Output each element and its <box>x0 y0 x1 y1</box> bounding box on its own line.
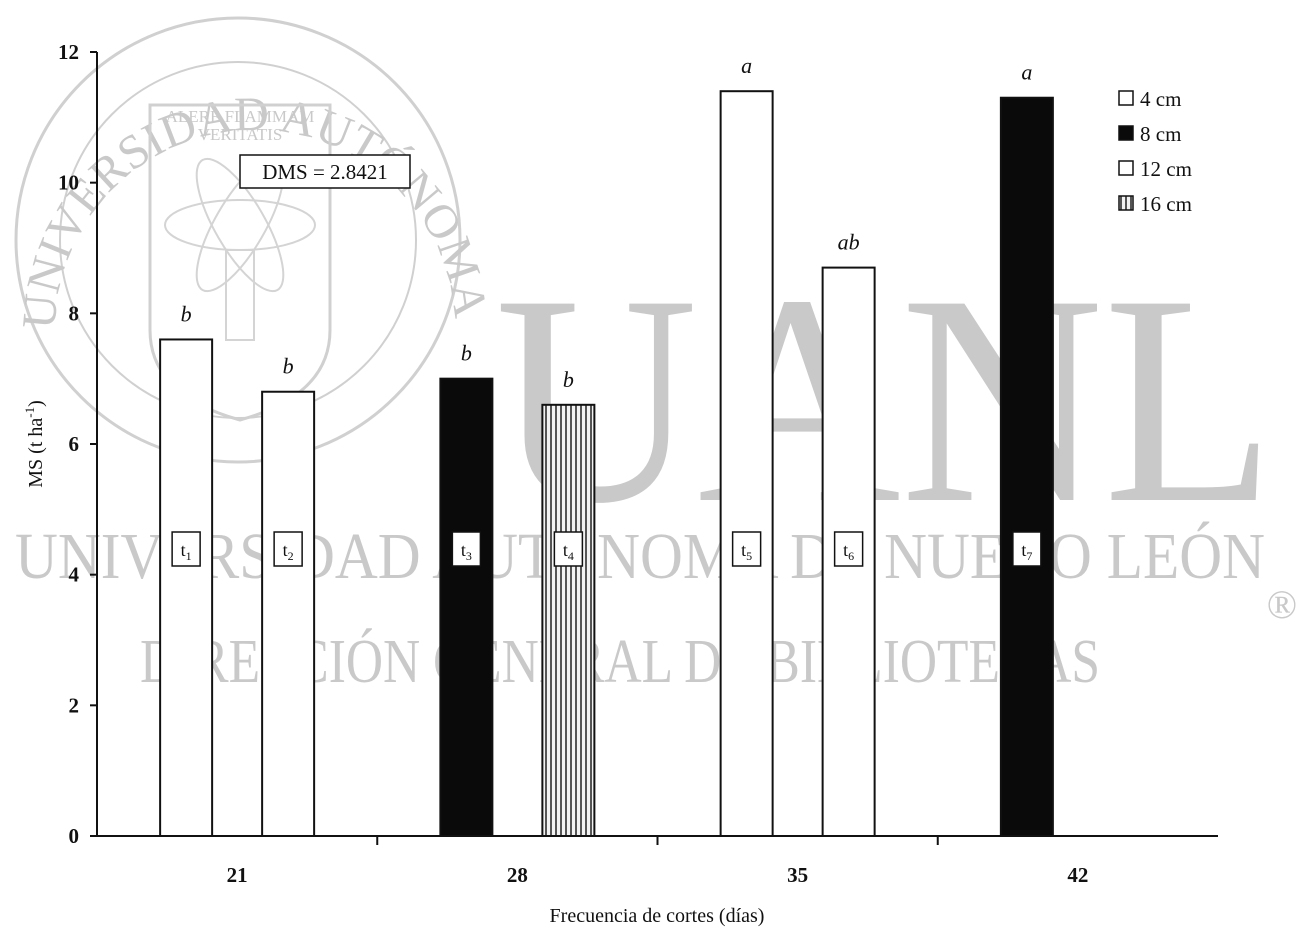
bar-treatment-label: t2 <box>283 540 294 563</box>
legend-label: 12 cm <box>1140 157 1192 181</box>
y-axis-title-superscript: -1 <box>22 407 37 418</box>
x-tick-label: 35 <box>787 863 808 887</box>
bar-significance-letter: b <box>181 301 192 326</box>
legend-swatch <box>1118 125 1134 141</box>
bar-treatment-box <box>731 531 762 567</box>
y-ticks: 0 2 4 6 8 10 12 <box>58 40 97 848</box>
bar-treatment-label: t4 <box>563 540 574 563</box>
watermark-shield <box>148 103 332 422</box>
bar-t7 <box>999 96 1054 837</box>
dms-annotation: DMS = 2.8421 <box>239 154 411 189</box>
x-axis-title: Frecuencia de cortes (días) <box>550 905 765 927</box>
bar-treatment-box <box>171 531 201 567</box>
x-tick-label: 21 <box>227 863 248 887</box>
bar-t1 <box>159 338 214 837</box>
legend-label: 16 cm <box>1140 192 1192 216</box>
legend: 4 cm 8 cm 12 cm 16 cm <box>1118 87 1192 216</box>
watermark-registered-mark: ® <box>1267 582 1297 627</box>
y-tick-label: 0 <box>69 824 80 848</box>
bar-t5 <box>719 90 774 837</box>
bar-treatment-box <box>553 531 584 567</box>
legend-swatch <box>1118 90 1134 106</box>
bar-treatment-label: t5 <box>741 540 752 563</box>
legend-swatch <box>1118 195 1134 211</box>
y-tick-label: 8 <box>69 301 80 325</box>
bar-significance-letter: b <box>283 354 294 379</box>
watermark-line-1: UNIVERSIDAD AUTÓNOMA DE NUEVO LEÓN <box>15 520 1265 593</box>
bar-treatment-box <box>273 531 303 567</box>
legend-label: 8 cm <box>1140 122 1181 146</box>
bar-treatment-label: t7 <box>1021 540 1032 563</box>
y-axis-title: MS (t ha-1) <box>22 400 47 488</box>
y-tick-label: 6 <box>69 432 80 456</box>
watermark-motto-2: VERITATIS <box>198 125 283 144</box>
bar-t4 <box>541 403 596 837</box>
bar-treatment-label: t1 <box>181 540 192 563</box>
bar-significance-letter: a <box>741 53 752 78</box>
x-tick-label: 28 <box>507 863 528 887</box>
bar-treatment-box <box>1012 531 1042 567</box>
bar-treatment-box <box>451 531 482 567</box>
x-tick-label: 42 <box>1067 863 1088 887</box>
bar-treatment-label: t3 <box>461 540 472 563</box>
legend-label: 4 cm <box>1140 87 1181 111</box>
legend-swatch <box>1118 160 1134 176</box>
y-tick-label: 10 <box>58 171 79 195</box>
bar-treatment-box <box>833 531 864 567</box>
watermark-seal-outer <box>14 16 462 464</box>
y-tick-label: 2 <box>69 693 80 717</box>
y-tick-label: 4 <box>69 563 80 587</box>
bar-significance-letter: b <box>563 367 574 392</box>
bar-t2 <box>261 390 316 837</box>
bar-significance-letter: ab <box>838 230 860 255</box>
watermark-motto-1: ALERE FLAMMAM <box>166 107 315 126</box>
dms-box <box>239 154 411 189</box>
bar-significance-letter: a <box>1021 60 1032 85</box>
bar-significance-letter: b <box>461 341 472 366</box>
bar-treatment-label: t6 <box>843 540 854 563</box>
bars: b t1 b t2 b t3 b t4 a t5 ab t6 a t7 <box>159 53 1054 838</box>
x-ticks: 21 28 35 42 <box>227 836 1088 887</box>
watermark-uanl: UANL <box>495 233 1275 565</box>
y-tick-label: 12 <box>58 40 79 64</box>
bar-t3 <box>439 377 494 837</box>
dms-text: DMS = 2.8421 <box>262 160 388 184</box>
